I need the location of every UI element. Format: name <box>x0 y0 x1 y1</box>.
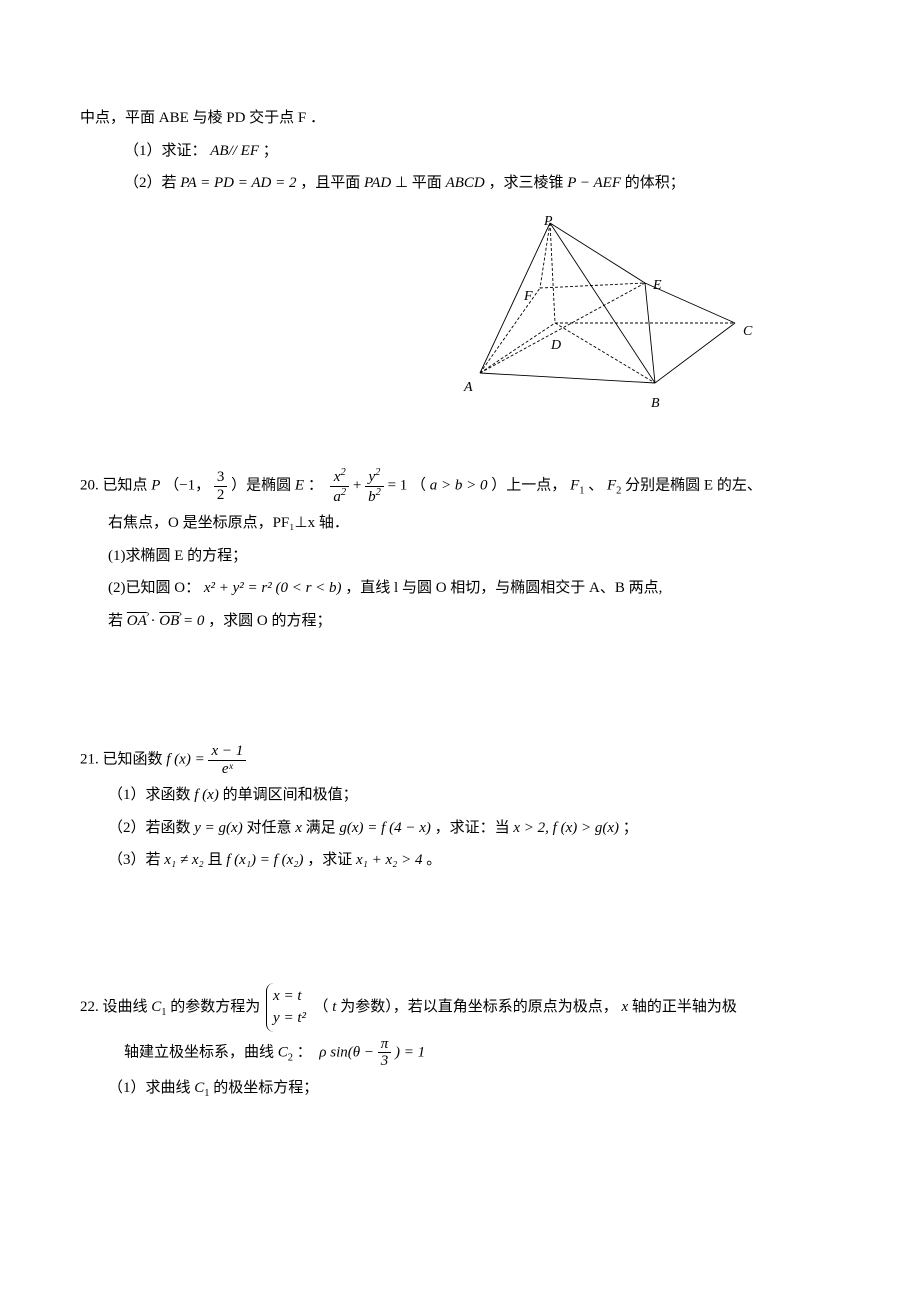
cases-brace: x = t y = t² <box>266 983 306 1032</box>
polar-b: ) = 1 <box>395 1044 425 1060</box>
q19-p2-g: ，求三棱锥 <box>488 175 567 191</box>
fig-label-F: F <box>524 284 533 311</box>
frac-n: x − 1 <box>208 743 246 761</box>
q19-p2-d: PAD <box>364 175 391 191</box>
frac-n: π <box>378 1036 392 1054</box>
vec-eq: = 0 <box>183 613 204 629</box>
q21-p1: （1）求函数 f (x) 的单调区间和极值； <box>80 781 840 810</box>
vec-ob: OB <box>159 613 179 629</box>
frac-3-2: 3 2 <box>214 469 228 503</box>
fig-label-C: C <box>743 319 752 346</box>
close: ）上一点， <box>491 477 566 493</box>
q19-p2-b: PA = PD = AD = 2 <box>180 175 296 191</box>
q20-sub2c: 若 OA · OB = 0 ，求圆 O 的方程； <box>80 607 840 636</box>
q19-p1-b: AB// EF <box>210 143 259 159</box>
frac-y2-b2: y2 b2 <box>365 467 384 505</box>
f1a: F <box>570 477 579 493</box>
q20-line2: 右焦点，O 是坐标原点，PF₁⊥x 轴． <box>80 509 840 538</box>
eq1: = 1 （ <box>388 477 426 493</box>
q19-figure: PFEDABC <box>380 208 840 414</box>
frac-d: 2 <box>214 487 228 504</box>
q22-line2: 轴建立极坐标系，曲线 C2 ： ρ sin(θ − π 3 ) = 1 <box>80 1036 840 1070</box>
q19-p2-h: P − AEF <box>567 175 621 191</box>
sep: 、 <box>588 477 603 493</box>
f1i: 1 <box>579 485 584 496</box>
q20-l1-b: P <box>151 477 160 493</box>
q21-line1: 21. 已知函数 f (x) = x − 1 eˣ <box>80 743 840 777</box>
q20-sub2: (2)已知圆 O： x² + y² = r² (0 < r < b) ，直线 l… <box>80 574 840 603</box>
q20-s2a: (2)已知圆 O： <box>108 580 200 596</box>
fig-label-E: E <box>653 273 662 300</box>
frac-pi-3: π 3 <box>378 1036 392 1070</box>
q20-l1-a: 20. 已知点 <box>80 477 151 493</box>
q19-part2: （2）若 PA = PD = AD = 2 ，且平面 PAD ⊥ 平面 ABCD… <box>80 169 840 198</box>
case2: y = t² <box>273 1007 306 1030</box>
frac-d: a2 <box>330 487 349 506</box>
q19-p1-a: （1）求证： <box>124 143 207 159</box>
frac-x2-a2: x2 a2 <box>330 467 349 505</box>
fig-label-B: B <box>651 391 660 418</box>
circle-eq: x² + y² = r² (0 < r < b) <box>204 580 342 596</box>
q19-part1: （1）求证： AB// EF ； <box>80 137 840 166</box>
q19-p2-c: ，且平面 <box>300 175 364 191</box>
q22-line1: 22. 设曲线 C1 的参数方程为 x = t y = t² （ t 为参数），… <box>80 983 840 1032</box>
q21-p3: （3）若 x₁ ≠ x₂ 且 f (x₁) = f (x₂) ，求证 x₁ + … <box>80 846 840 875</box>
vec-oa: OA <box>127 613 147 629</box>
vec-dot: · <box>151 613 156 629</box>
q20-s2b: ，直线 l 与圆 O 相切，与椭圆相交于 A、B 两点, <box>345 580 662 596</box>
q19-p2-a: （2）若 <box>124 175 180 191</box>
fig-label-D: D <box>551 333 561 360</box>
q20-l1-d: ）是椭圆 <box>231 477 295 493</box>
f2i: 2 <box>616 485 621 496</box>
fig-label-A: A <box>464 375 473 402</box>
q20-l1-c: （−1， <box>164 477 210 493</box>
frac-n: x2 <box>330 467 349 487</box>
fig-label-P: P <box>544 209 553 236</box>
q19-p2-e: ⊥ 平面 <box>395 175 446 191</box>
cond: a > b > 0 <box>430 477 488 493</box>
q20-sub1: (1)求椭圆 E 的方程； <box>80 542 840 571</box>
q20-s2ca: 若 <box>108 613 123 629</box>
frac-d: b2 <box>365 487 384 506</box>
q19-p2-i: 的体积； <box>625 175 685 191</box>
frac-d: 3 <box>378 1053 392 1070</box>
q22-p1: （1）求曲线 C1 的极坐标方程； <box>80 1074 840 1104</box>
q19-p2-f: ABCD <box>446 175 485 191</box>
q19-intro: 中点，平面 ABE 与棱 PD 交于点 F ． <box>80 104 840 133</box>
l1-end: 分别是椭圆 E 的左、 <box>625 477 762 493</box>
q20-s2cb: ，求圆 O 的方程； <box>208 613 331 629</box>
polar-a: ρ sin(θ − <box>319 1044 374 1060</box>
q21-p2: （2）若函数 y = g(x) 对任意 x 满足 g(x) = f (4 − x… <box>80 814 840 843</box>
frac-xm1-ex: x − 1 eˣ <box>208 743 246 777</box>
plus: + <box>353 477 361 493</box>
q21-fx: f (x) = <box>166 751 204 767</box>
case1: x = t <box>273 985 306 1008</box>
q21-l1a: 21. 已知函数 <box>80 751 166 767</box>
f2a: F <box>607 477 616 493</box>
q20-l1-e: E <box>295 477 304 493</box>
q19-p1-c: ； <box>263 143 278 159</box>
frac-n: y2 <box>365 467 384 487</box>
frac-n: 3 <box>214 469 228 487</box>
q20-l1-f: ： <box>308 477 323 493</box>
frac-d: eˣ <box>208 761 246 778</box>
q20-line1: 20. 已知点 P （−1， 3 2 ）是椭圆 E ： x2 a2 + y2 b… <box>80 467 840 505</box>
